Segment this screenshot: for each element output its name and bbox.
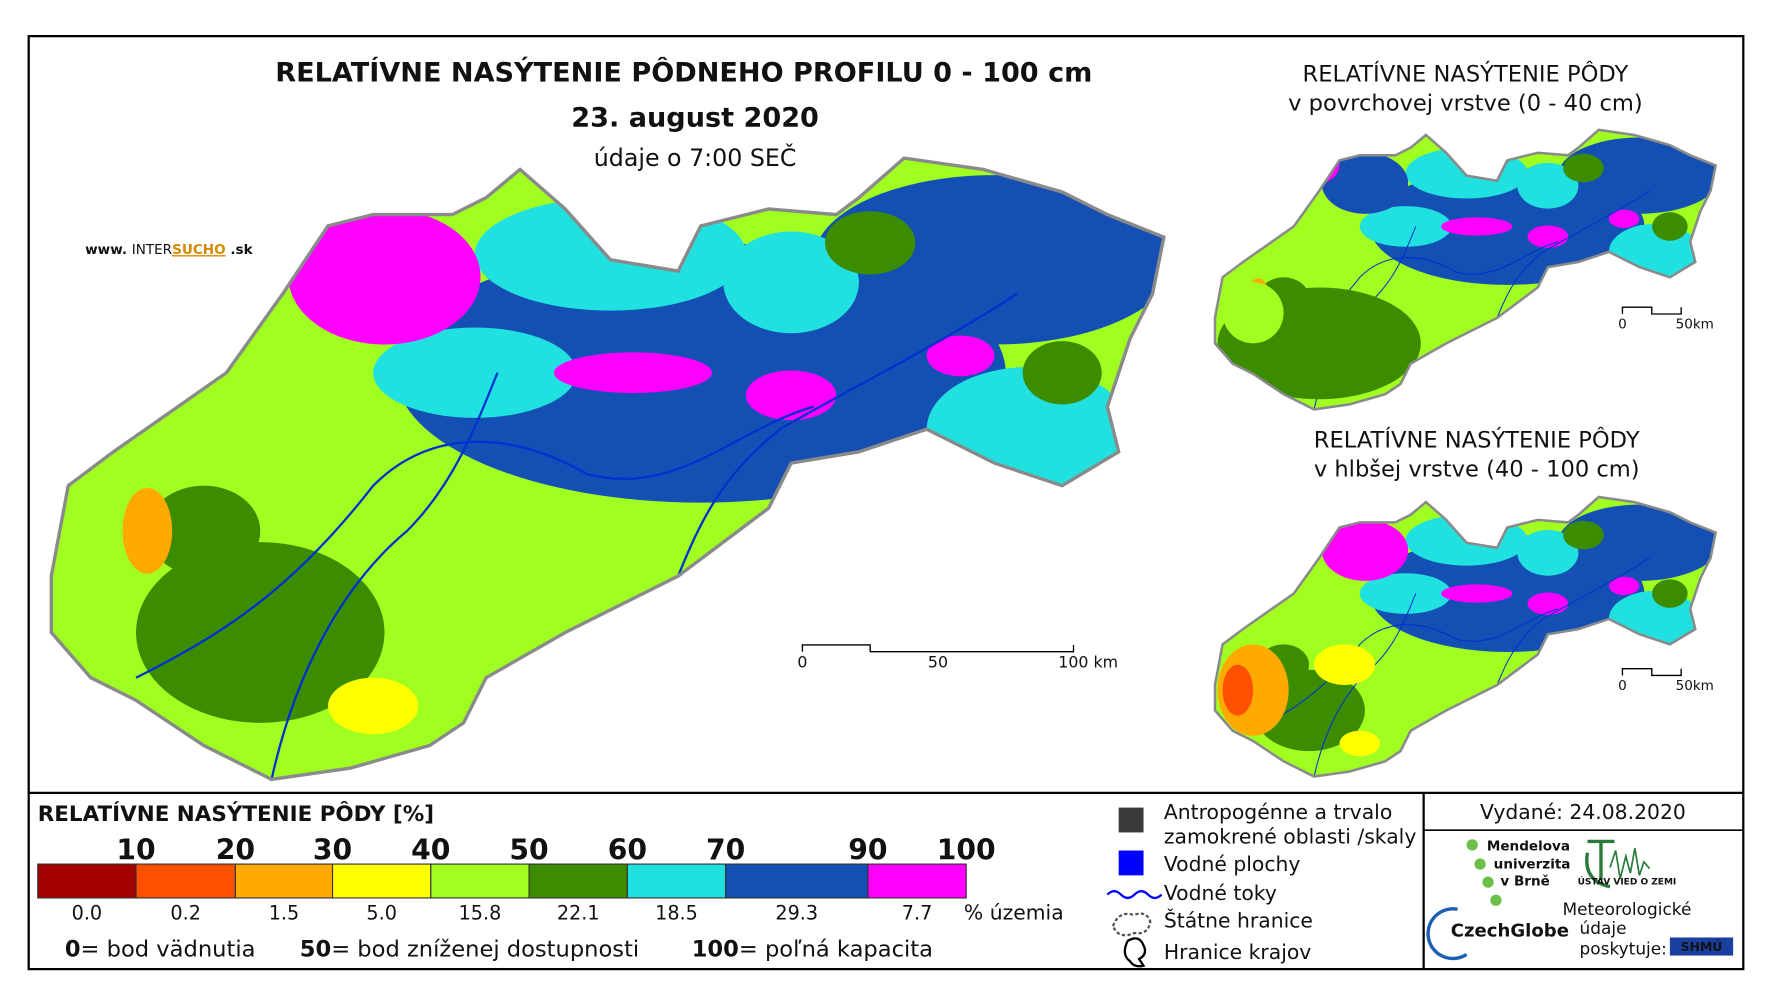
legend: 0.0 0.2 1.5 5.0 15.8 22.1 18.5 29.3 7.7 10 20 30 40 5…: [37, 834, 996, 924]
scale-label: 0: [1618, 317, 1627, 333]
share-label: 5.0: [366, 901, 397, 924]
symbol-water: [1118, 850, 1144, 876]
threshold-label: 100: [937, 834, 996, 867]
share-label: 15.8: [459, 901, 502, 924]
scale-label: 50km: [1676, 678, 1714, 694]
legend-swatch: [725, 863, 869, 899]
logo-text: ÚSTAV VIED O ZEMI: [1578, 875, 1677, 887]
legend-swatch: [331, 863, 432, 899]
logo-text: Mendelova: [1487, 839, 1570, 855]
legend-swatch: [234, 863, 334, 899]
symbol-border: [1111, 912, 1152, 937]
inset-subtitle: v povrchovej vrstve (0 - 40 cm): [1288, 91, 1643, 117]
website: www. INTERSUCHO .sk: [85, 242, 253, 258]
legend-note: 0= bod vädnutia: [65, 937, 256, 963]
symbol-label: Hranice krajov: [1164, 940, 1311, 964]
scale-label: 50km: [1676, 317, 1714, 333]
shmu-note: Meteorologické: [1563, 899, 1692, 919]
logo-mendel: Mendelova univerzita v Brně: [1466, 839, 1571, 906]
scale-label: 0: [797, 653, 807, 672]
legend-swatch: [430, 863, 530, 899]
scale-bar: [1621, 667, 1682, 677]
legend-note: 100= poľná kapacita: [692, 937, 933, 963]
threshold-label: 20: [216, 834, 255, 867]
share-label: 0.2: [170, 901, 201, 924]
share-label: 7.7: [902, 901, 933, 924]
legend-swatch: [37, 863, 137, 899]
share-label: 18.5: [655, 901, 698, 924]
legend-swatch: [135, 863, 236, 899]
legend-swatch: [867, 863, 967, 899]
share-unit: % územia: [964, 900, 1064, 924]
threshold-label: 10: [116, 834, 155, 867]
symbol-label: Antropogénne a trvalo: [1164, 800, 1392, 824]
logo-shmu: SHMÚ: [1669, 937, 1734, 956]
threshold-label: 60: [608, 834, 647, 867]
scale-bar: [801, 644, 1075, 653]
legend-swatch: [528, 863, 628, 899]
symbol-anthropogenic: [1118, 807, 1144, 833]
issued-date: Vydané: 24.08.2020: [1480, 800, 1686, 824]
symbol-label: zamokrené oblasti /skaly: [1164, 825, 1417, 849]
threshold-label: 30: [313, 834, 352, 867]
legend-swatch: [626, 863, 727, 899]
symbol-region: [1123, 937, 1147, 968]
share-label: 22.1: [557, 901, 600, 924]
share-label: 29.3: [775, 901, 818, 924]
threshold-label: 50: [509, 834, 548, 867]
logo-text: v Brně: [1500, 874, 1549, 890]
shmu-note: údaje: [1580, 918, 1627, 938]
scale-label: 0: [1618, 678, 1627, 694]
threshold-label: 40: [411, 834, 450, 867]
map-date: 23. august 2020: [571, 103, 819, 134]
threshold-label: 70: [706, 834, 745, 867]
logo-uvz: ÚSTAV VIED O ZEMI: [1578, 839, 1677, 889]
scale-label: 50: [928, 653, 948, 672]
logo-text: CzechGlobe: [1451, 920, 1569, 941]
map-title: RELATÍVNE NASÝTENIE PÔDNEHO PROFILU 0 - …: [275, 56, 1092, 88]
time-note: údaje o 7:00 SEČ: [594, 144, 797, 172]
inset-title: RELATÍVNE NASÝTENIE PÔDY: [1303, 59, 1629, 87]
logo-czechglobe: CzechGlobe: [1426, 907, 1569, 961]
inset-title: RELATÍVNE NASÝTENIE PÔDY: [1314, 425, 1640, 453]
legend-note: 50= bod zníženej dostupnosti: [300, 937, 639, 963]
inset-subtitle: v hlbšej vrstve (40 - 100 cm): [1314, 457, 1640, 483]
threshold-label: 90: [848, 834, 887, 867]
logo-text: SHMÚ: [1681, 939, 1723, 954]
symbol-label: Vodné toky: [1164, 881, 1277, 905]
legend-title: RELATÍVNE NASÝTENIE PÔDY [%]: [38, 801, 434, 827]
share-label: 0.0: [72, 901, 103, 924]
share-label: 1.5: [269, 901, 300, 924]
scale-label: 100 km: [1058, 653, 1118, 672]
logo-text: univerzita: [1494, 857, 1571, 873]
symbol-river: [1106, 890, 1163, 900]
symbol-label: Štátne hranice: [1164, 907, 1313, 932]
inset-map: [1213, 495, 1717, 778]
symbol-label: Vodné plochy: [1164, 852, 1301, 876]
scale-bar: [1621, 306, 1682, 315]
shmu-note: poskytuje:: [1580, 938, 1667, 958]
